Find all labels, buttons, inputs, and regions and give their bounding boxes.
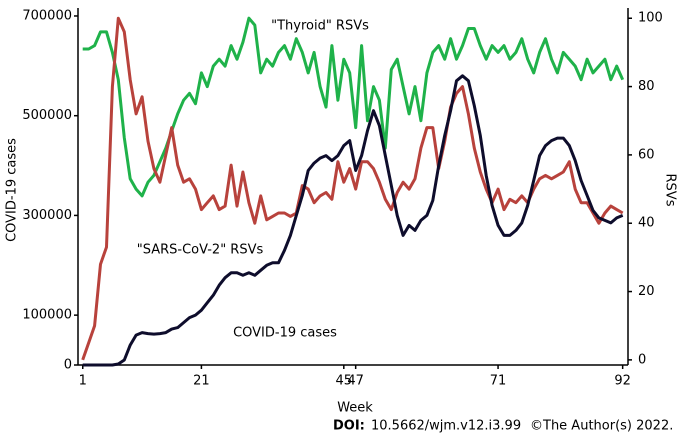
x-axis-label: Week xyxy=(337,401,373,416)
y-tick-label: 500000 xyxy=(22,108,72,123)
x-tick-label: 45 xyxy=(336,374,353,389)
y-tick-label: 0 xyxy=(64,358,72,373)
y-axis-label: COVID-19 cases xyxy=(5,138,20,242)
y2-tick-label: 100 xyxy=(638,11,663,26)
y2-tick-label: 60 xyxy=(638,147,655,162)
x-tick-label: 47 xyxy=(347,374,364,389)
x-tick-label: 21 xyxy=(193,374,210,389)
y-tick-label: 700000 xyxy=(22,8,72,23)
y2-tick-label: 20 xyxy=(638,284,655,299)
y2-tick-label: 80 xyxy=(638,79,655,94)
series-label: "Thyroid" RSVs xyxy=(271,19,369,34)
y-tick-label: 300000 xyxy=(22,208,72,223)
series-label: COVID-19 cases xyxy=(233,326,337,341)
y2-tick-label: 0 xyxy=(638,352,646,367)
series-label: "SARS-CoV-2" RSVs xyxy=(137,243,264,258)
y2-axis-label: RSVs xyxy=(663,174,678,207)
copyright: ©The Author(s) 2022. xyxy=(530,419,673,434)
doi: 10.5662/wjm.v12.i3.99 xyxy=(371,419,521,434)
x-tick-label: 1 xyxy=(79,374,87,389)
y2-tick-label: 40 xyxy=(638,216,655,231)
x-tick-label: 92 xyxy=(614,374,631,389)
doi-label: DOI: xyxy=(333,419,365,434)
series-line xyxy=(82,74,624,367)
y-tick-label: 100000 xyxy=(22,308,72,323)
series-line xyxy=(81,16,624,361)
x-tick-label: 71 xyxy=(490,374,507,389)
